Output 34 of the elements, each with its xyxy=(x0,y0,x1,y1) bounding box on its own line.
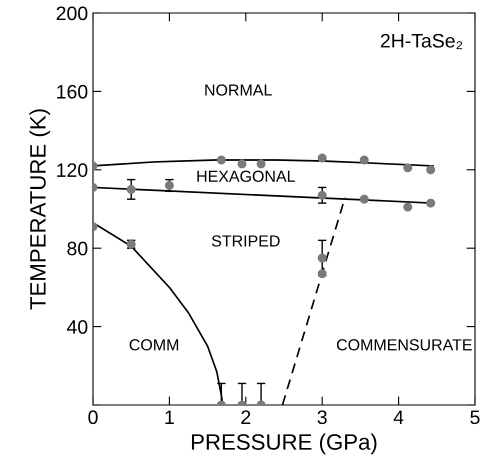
point xyxy=(426,198,436,208)
y-tick-label: 120 xyxy=(57,163,88,178)
y-tick-label: 80 xyxy=(67,242,88,256)
x-tick-label: 0 xyxy=(88,410,98,424)
point xyxy=(237,159,246,168)
point xyxy=(126,184,136,194)
annotation: COMMENSURATE xyxy=(336,339,472,350)
annotation: NORMAL xyxy=(205,84,272,96)
annotation: COMM xyxy=(130,339,178,350)
annotation: 2H-TaSe₂ xyxy=(380,34,462,50)
annotation: STRIPED xyxy=(212,235,280,247)
x-tick-label: 4 xyxy=(394,410,404,424)
point xyxy=(360,194,369,204)
y-axis-title: TEMPERATURE (K) xyxy=(29,109,50,310)
point xyxy=(360,155,369,165)
y-tick-label: 40 xyxy=(66,320,88,334)
annotation: HEXAGONAL xyxy=(197,170,295,182)
x-tick-label: 2 xyxy=(241,410,250,424)
point xyxy=(403,163,412,172)
point xyxy=(318,154,327,163)
x-tick-label: 3 xyxy=(318,410,327,424)
point xyxy=(318,253,327,263)
x-axis-title: PRESSURE (GPa) xyxy=(192,434,376,454)
y-tick-label: 200 xyxy=(56,6,88,20)
point xyxy=(318,190,327,200)
point xyxy=(403,202,412,212)
x-tick-label: 1 xyxy=(165,410,174,424)
point xyxy=(256,159,266,168)
point xyxy=(164,180,174,190)
y-tick-label: 160 xyxy=(57,84,88,99)
point xyxy=(426,165,436,174)
x-tick-label: 5 xyxy=(470,410,480,424)
point xyxy=(318,269,327,278)
point xyxy=(216,155,226,165)
